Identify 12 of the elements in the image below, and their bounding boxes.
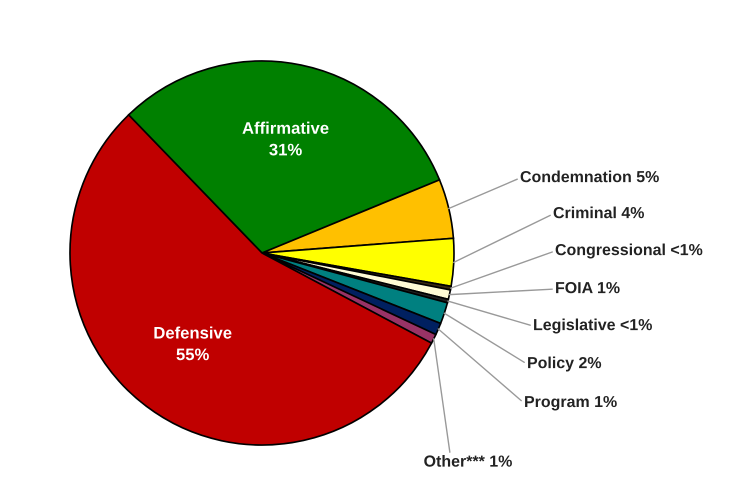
data-label: 55%	[176, 348, 209, 360]
slice-label: Defensive	[154, 326, 232, 339]
data-label: 31%	[269, 144, 302, 156]
slice-label: Congressional <1%	[556, 244, 702, 258]
slice-label: Condemnation 5%	[520, 170, 659, 182]
slice-label: Legislative <1%	[534, 318, 652, 334]
slice-label: Affirmative	[242, 122, 329, 134]
slice-label: Other*** 1%	[424, 455, 512, 467]
slice-label: Criminal 4%	[554, 206, 644, 218]
slice-label: Program 1%	[525, 396, 617, 410]
slice-label: Policy 2%	[528, 356, 602, 372]
slice-label: FOIA 1%	[556, 282, 620, 294]
